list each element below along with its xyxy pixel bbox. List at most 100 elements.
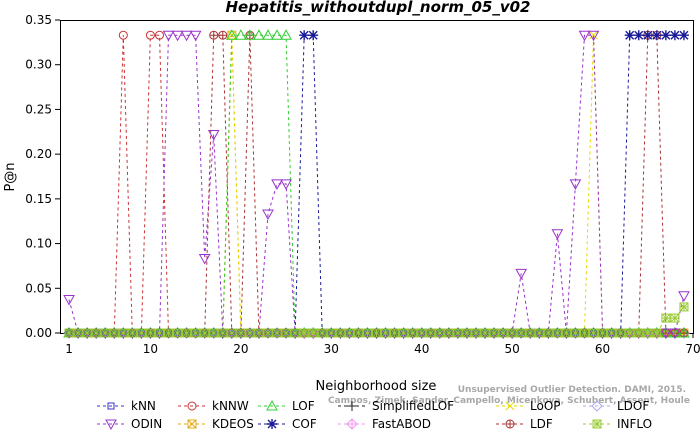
marker-star <box>245 328 255 338</box>
marker-star <box>679 302 689 312</box>
marker <box>624 30 635 41</box>
marker <box>187 419 197 429</box>
marker-star <box>571 328 580 338</box>
legend-label: FastABOD <box>372 417 431 431</box>
marker-star <box>625 328 635 338</box>
marker-star <box>589 328 598 338</box>
marker-star <box>553 328 562 338</box>
legend-item-knn: kNN <box>97 399 156 413</box>
marker-star <box>408 328 418 338</box>
legend-label: LDF <box>530 417 553 431</box>
series-cof <box>64 30 689 338</box>
x-tick-label: 30 <box>324 342 339 356</box>
series-knnw <box>64 30 689 338</box>
marker-star <box>299 328 309 338</box>
marker <box>107 402 115 410</box>
marker-star <box>516 328 526 338</box>
marker-star <box>173 328 182 338</box>
marker-star <box>435 328 445 338</box>
series-line <box>68 34 685 334</box>
legend-label: LDOF <box>617 399 649 413</box>
marker <box>669 30 680 41</box>
marker-star <box>317 328 327 338</box>
y-tick-label: 0.25 <box>25 102 52 116</box>
marker-plus <box>347 419 357 429</box>
marker-star <box>616 328 626 338</box>
legend-item-loop: LoOP <box>496 399 561 413</box>
marker-star <box>191 328 200 338</box>
y-axis: 0.00 0.05 0.10 0.15 0.20 0.25 0.30 0.35 <box>25 13 60 340</box>
marker-star <box>444 328 454 338</box>
marker-star <box>534 328 544 338</box>
marker <box>678 326 690 338</box>
x-tick-label: 1 <box>65 342 73 356</box>
marker <box>299 30 310 41</box>
marker-star <box>453 328 463 338</box>
series-layer <box>63 29 690 340</box>
marker <box>642 30 653 41</box>
marker-star <box>272 328 282 338</box>
marker <box>266 399 278 411</box>
marker <box>591 400 603 412</box>
marker-star <box>164 328 173 338</box>
marker-star <box>480 328 490 338</box>
marker <box>244 29 256 40</box>
marker-star <box>73 328 83 338</box>
marker-star <box>281 328 291 338</box>
x-axis-label: Neighborhood size <box>316 379 437 394</box>
legend: kNN ODIN kNNW KDEOS LOF COF SimplifiedLOF FastA… <box>97 399 652 431</box>
y-tick-label: 0.05 <box>25 281 52 295</box>
marker-star <box>592 419 602 429</box>
marker <box>262 209 274 221</box>
marker-star <box>661 313 671 323</box>
marker <box>187 401 197 411</box>
marker <box>235 29 247 40</box>
marker <box>198 254 211 265</box>
marker-star <box>462 328 472 338</box>
marker <box>551 229 564 240</box>
marker-star <box>562 328 571 338</box>
marker-star <box>345 328 354 338</box>
marker-star <box>335 328 345 338</box>
marker-star <box>381 328 390 338</box>
marker <box>505 401 515 411</box>
legend-label: INFLO <box>617 417 652 431</box>
marker <box>678 30 689 41</box>
marker <box>669 328 681 340</box>
marker <box>660 328 672 340</box>
marker-star <box>64 328 74 338</box>
series-kdeos <box>64 30 689 338</box>
marker-star <box>326 328 336 338</box>
marker-star <box>182 328 191 338</box>
y-tick-label: 0.35 <box>25 13 52 27</box>
marker <box>253 29 265 40</box>
y-axis-label: P@n <box>3 162 18 191</box>
plot-frame <box>60 20 694 334</box>
x-tick-label: 40 <box>414 342 429 356</box>
x-tick-label: 20 <box>233 342 248 356</box>
marker <box>569 179 582 190</box>
marker-star <box>372 328 381 338</box>
marker <box>280 29 292 40</box>
marker-star <box>200 328 210 338</box>
marker-star <box>82 328 92 338</box>
marker-star <box>670 313 680 323</box>
y-tick-label: 0.15 <box>25 192 52 206</box>
legend-label: COF <box>292 417 317 431</box>
marker <box>515 268 528 280</box>
marker-plus <box>218 31 227 40</box>
marker-star <box>308 328 318 338</box>
legend-item-ldof: LDOF <box>583 399 649 413</box>
marker-star <box>417 328 427 338</box>
legend-item-odin: ODIN <box>97 417 162 431</box>
legend-item-simplifiedlof: SimplifiedLOF <box>338 399 454 413</box>
marker-star <box>263 328 273 338</box>
marker <box>162 30 175 42</box>
chart-title: Hepatitis_withoutdupl_norm_05_v02 <box>226 0 531 16</box>
marker-star <box>543 328 553 338</box>
marker <box>633 30 644 41</box>
marker-star <box>290 328 300 338</box>
legend-item-ldf: LDF <box>496 417 553 431</box>
legend-label: LoOP <box>530 399 561 413</box>
